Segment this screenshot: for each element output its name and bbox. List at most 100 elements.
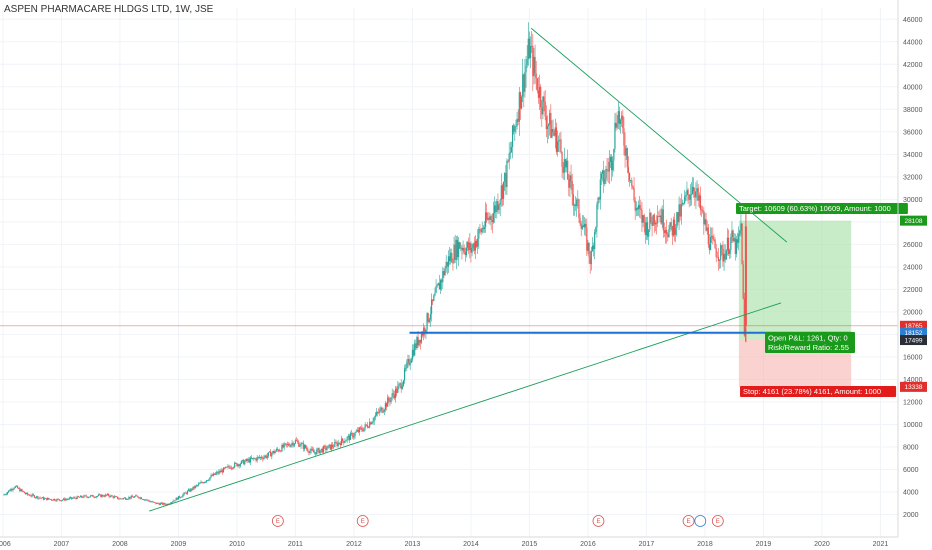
candle-body: [126, 499, 128, 501]
candle-body: [316, 449, 318, 455]
candle-body: [578, 199, 580, 219]
candle-body: [690, 193, 693, 195]
candle-body: [389, 400, 391, 402]
candle-body: [425, 329, 427, 333]
earnings-event-icon[interactable]: E: [271, 515, 284, 527]
candle-body: [475, 240, 478, 247]
candle-body: [529, 46, 532, 58]
candle-body: [83, 495, 85, 498]
candle-body: [4, 494, 6, 496]
candle-body: [374, 415, 376, 418]
candle-body: [730, 237, 732, 250]
candle-body: [513, 125, 515, 132]
candle-body: [362, 430, 364, 432]
candle-body: [687, 189, 689, 195]
candle-body: [400, 383, 402, 389]
candle-body: [345, 440, 347, 442]
candle-body: [708, 244, 711, 250]
candle-body: [36, 496, 38, 498]
candle-body: [298, 441, 300, 447]
candle-body: [586, 227, 588, 251]
candle-body: [93, 496, 95, 498]
candle-body: [606, 169, 608, 171]
earnings-event-icon[interactable]: E: [711, 515, 724, 527]
candle-body: [696, 188, 698, 192]
candle-body: [640, 208, 642, 211]
candle-body: [639, 205, 641, 209]
candle-body: [236, 463, 238, 467]
candle-body: [600, 173, 603, 180]
candle-body: [406, 362, 408, 368]
candle-body: [505, 172, 507, 188]
x-tick-label: 2017: [639, 541, 655, 548]
candle-body: [130, 495, 132, 499]
candle-body: [120, 498, 122, 500]
candle-body: [32, 494, 34, 496]
candle-body: [220, 470, 222, 473]
candle-body: [232, 467, 235, 469]
candle-body: [679, 204, 681, 217]
candle-body: [424, 327, 426, 333]
candle-body: [598, 197, 600, 200]
candle-body: [108, 494, 110, 496]
candle-body: [151, 501, 154, 503]
risk-reward-text: Risk/Reward Ratio: 2.55: [768, 343, 849, 352]
candle-body: [234, 462, 236, 468]
candle-body: [65, 499, 67, 501]
candle-body: [58, 499, 60, 501]
earnings-event-icon[interactable]: E: [356, 515, 369, 527]
candle-body: [79, 495, 82, 498]
candle-body: [671, 226, 673, 236]
candle-body: [96, 495, 99, 497]
candle-body: [277, 449, 280, 452]
candle-body: [219, 471, 221, 473]
candle-body: [691, 187, 694, 194]
candle-body: [614, 122, 616, 149]
candle-body: [605, 169, 607, 179]
candle-body: [217, 472, 219, 474]
candle-body: [515, 126, 517, 128]
candle-body: [183, 492, 185, 495]
candle-body: [47, 498, 49, 501]
candle-body: [657, 216, 659, 224]
candle-body: [281, 445, 283, 452]
candle-body: [430, 299, 433, 315]
y-tick-label: 6000: [903, 467, 919, 474]
candle-body: [75, 498, 77, 499]
target-label-text: Target: 10609 (60.63%) 10609, Amount: 10…: [739, 204, 891, 213]
candle-body: [300, 443, 302, 446]
candle-body: [76, 496, 78, 499]
candle-body: [493, 205, 496, 214]
x-tick-label: 2018: [697, 541, 713, 548]
candle-body: [646, 222, 649, 237]
candle-body: [378, 412, 380, 414]
candle-body: [68, 497, 70, 500]
candle-body: [340, 438, 343, 446]
candle-body: [208, 479, 210, 481]
candle-body: [725, 250, 727, 260]
price-tag: 17499: [900, 335, 927, 346]
candle-body: [9, 490, 11, 492]
earnings-event-icon[interactable]: E: [682, 515, 695, 527]
candle-body: [562, 166, 564, 173]
candle-body: [367, 427, 370, 429]
candle-body: [77, 496, 79, 498]
candle-body: [27, 492, 29, 495]
candle-body: [81, 495, 83, 498]
candle-body: [178, 496, 181, 498]
earnings-event-icon[interactable]: E: [592, 515, 605, 527]
candle-body: [371, 422, 373, 425]
candle-body: [48, 498, 50, 500]
candle-body: [579, 218, 581, 224]
candle-body: [111, 495, 113, 497]
candle-body: [142, 499, 145, 501]
candle-body: [356, 430, 358, 432]
candle-body: [46, 497, 48, 501]
candle-body: [297, 441, 299, 442]
candle-body: [630, 180, 632, 182]
candle-body: [284, 443, 286, 445]
candle-body: [658, 216, 660, 217]
candle-body: [448, 256, 451, 262]
